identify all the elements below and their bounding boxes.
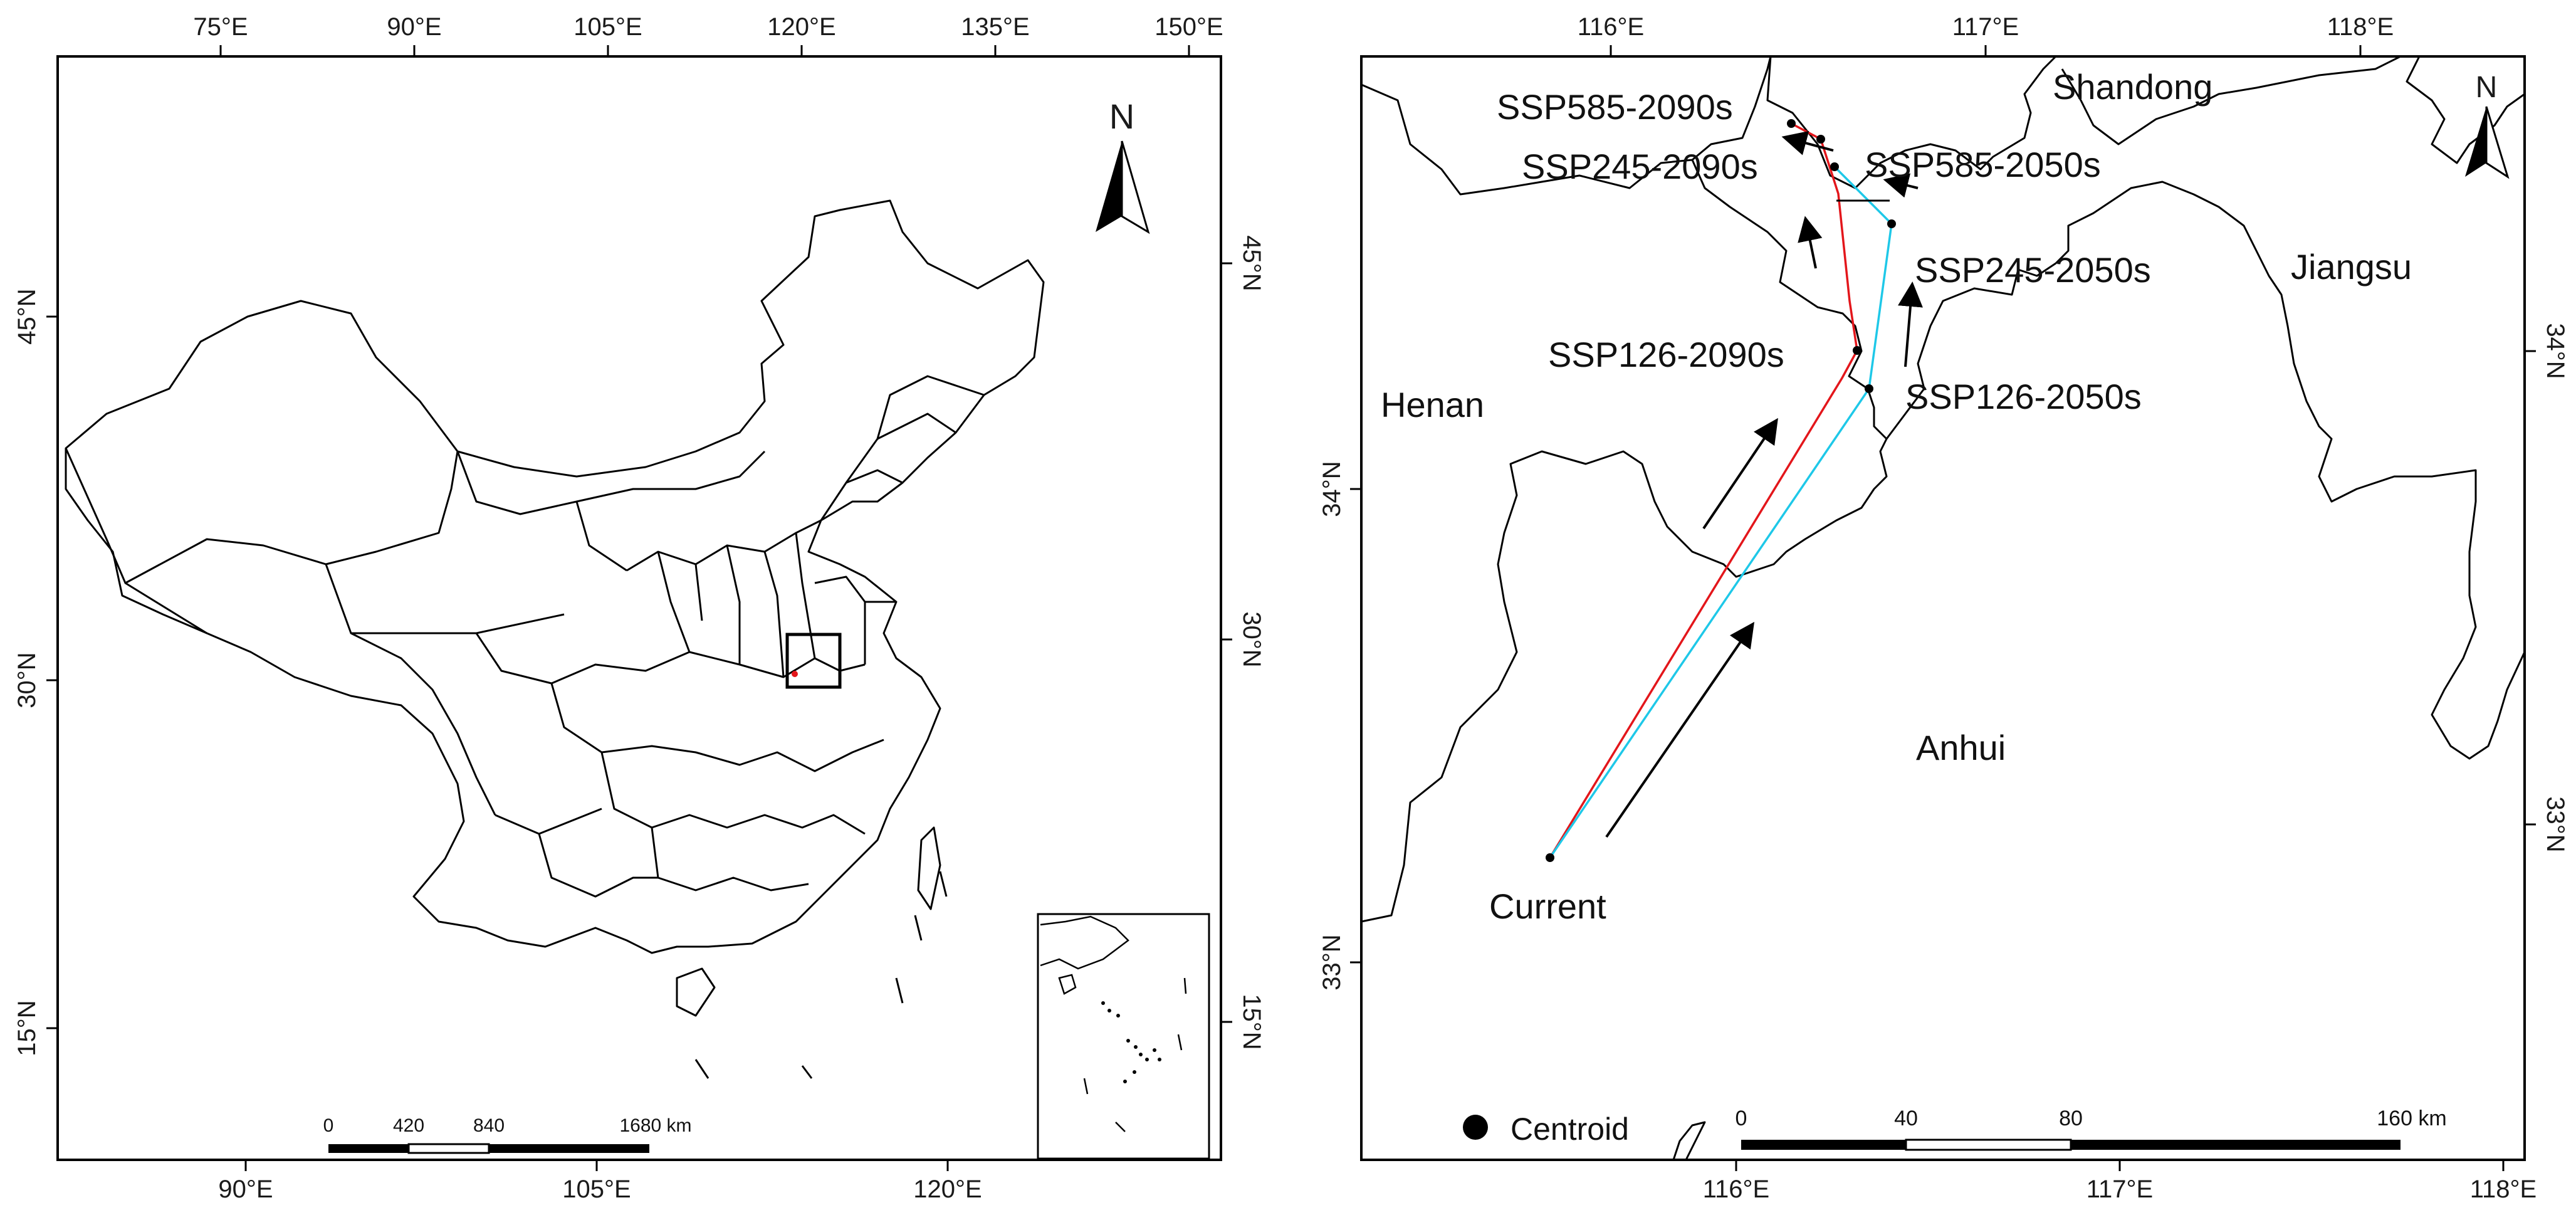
inner-mongolia-boundary [456, 450, 766, 572]
centroid-ssp245-2050s [1887, 219, 1896, 228]
north-arrow-icon: N [1096, 97, 1150, 234]
left-scale-tick-840: 840 [473, 1115, 505, 1136]
right-bottom-tick-117e: 117°E [2086, 1176, 2153, 1203]
arrow-to-ssp245-2050s [1898, 281, 1923, 367]
study-area-box [785, 633, 842, 689]
arrow-current-to-2050s [1605, 621, 1755, 838]
left-scale-bar: 0 420 840 1680 km [323, 1115, 692, 1154]
nine-dash-line [694, 871, 948, 1079]
arrow-to-ssp585-2090s [1781, 130, 1834, 155]
northern-province-boundaries [626, 519, 896, 678]
china-boundaries [65, 199, 1045, 1017]
centroid-ssp585-2050s [1830, 162, 1839, 171]
south-china-sea-inset [1037, 913, 1210, 1160]
study-area-marker [792, 671, 798, 677]
northeast-boundaries [820, 375, 985, 521]
right-right-tick-33n: 33°N [2542, 796, 2569, 852]
centroid-current [1546, 853, 1554, 862]
north-arrow-icon-right: N [2465, 71, 2510, 179]
right-scale-tick-40: 40 [1894, 1107, 1918, 1130]
right-top-tick-118e: 118°E [2327, 13, 2394, 41]
region-label-anhui: Anhui [1916, 728, 2006, 767]
xinjiang-boundary [65, 448, 459, 584]
left-top-tick-105e: 105°E [573, 13, 642, 41]
centroid-ssp585-2090s [1787, 119, 1796, 128]
legend-centroid-symbol [1463, 1115, 1488, 1140]
left-scale-tick-0: 0 [323, 1115, 334, 1136]
anhui-northern-boundary [1361, 159, 1888, 923]
left-right-tick-45n: 45°N [1238, 235, 1265, 291]
henan-shandong-boundary [1361, 56, 1772, 196]
left-bottom-tick-105e: 105°E [562, 1176, 631, 1203]
label-ssp126-2050s: SSP126-2050s [1905, 377, 2142, 416]
label-ssp126-2090s: SSP126-2090s [1548, 335, 1784, 374]
left-top-tick-135e: 135°E [961, 13, 1029, 41]
left-right-tick-30n: 30°N [1238, 611, 1265, 667]
label-ssp585-2050s: SSP585-2050s [1865, 145, 2101, 184]
arrow-to-2090s [1702, 418, 1778, 530]
label-ssp245-2090s: SSP245-2090s [1522, 147, 1758, 186]
direction-arrows [1605, 130, 1923, 838]
north-label: N [1109, 97, 1134, 136]
left-scale-tick-1680: 1680 km [619, 1115, 691, 1136]
right-scale-tick-80: 80 [2059, 1107, 2083, 1130]
centroid-ssp126-2090s [1853, 346, 1861, 355]
arrow-to-ssp245-2090s [1798, 216, 1823, 269]
right-bottom-tick-116e: 116°E [1703, 1176, 1769, 1203]
left-side-tick-45n: 45°N [13, 288, 41, 344]
right-tick-marks [1350, 45, 2536, 1171]
left-side-tick-15n: 15°N [13, 1000, 41, 1056]
left-top-tick-120e: 120°E [767, 13, 835, 41]
left-map-panel: 75°E 90°E 105°E 120°E 135°E 150°E 90°E 1… [13, 13, 1265, 1203]
right-side-tick-34n: 34°N [1318, 461, 1346, 517]
label-current: Current [1489, 886, 1606, 926]
right-scale-bar: 0 40 80 160 km [1736, 1107, 2447, 1151]
right-map-panel: 116°E 117°E 118°E 116°E 117°E 118°E 34°N… [1318, 13, 2569, 1203]
right-scale-tick-0: 0 [1736, 1107, 1747, 1130]
left-top-tick-150e: 150°E [1154, 13, 1223, 41]
right-top-tick-117e: 117°E [1952, 13, 2019, 41]
jiangsu-boundary [1885, 181, 2526, 760]
right-top-tick-116e: 116°E [1578, 13, 1644, 41]
region-label-jiangsu: Jiangsu [2291, 247, 2412, 287]
hainan [676, 967, 716, 1017]
southern-coast-boundary [1672, 1121, 1706, 1160]
left-bottom-tick-120e: 120°E [913, 1176, 982, 1203]
path-2050s-cyan [1549, 166, 1893, 858]
legend-centroid-label: Centroid [1511, 1112, 1629, 1147]
region-label-shandong: Shandong [2053, 67, 2212, 107]
left-scale-tick-420: 420 [393, 1115, 424, 1136]
centroid-ssp126-2050s [1865, 384, 1873, 393]
left-right-tick-15n: 15°N [1238, 994, 1265, 1049]
arrow-to-ssp585-2050s [1883, 173, 1919, 198]
left-bottom-tick-90e: 90°E [218, 1176, 273, 1203]
taiwan [917, 826, 941, 910]
right-bottom-tick-118e: 118°E [2470, 1176, 2537, 1203]
centroid-points [1546, 119, 1896, 862]
china-outline [65, 199, 1045, 954]
legend: Centroid [1463, 1112, 1629, 1147]
right-side-tick-33n: 33°N [1318, 934, 1346, 990]
north-label-right: N [2476, 71, 2498, 104]
left-tick-marks [46, 45, 1232, 1171]
left-top-tick-90e: 90°E [387, 13, 441, 41]
left-top-tick-75e: 75°E [193, 13, 248, 41]
label-ssp585-2090s: SSP585-2090s [1497, 87, 1733, 127]
left-side-tick-30n: 30°N [13, 652, 41, 708]
centroid-ssp245-2090s [1816, 135, 1825, 144]
left-map-frame [56, 55, 1222, 1161]
region-label-henan: Henan [1381, 385, 1484, 424]
label-ssp245-2050s: SSP245-2050s [1915, 250, 2151, 290]
right-map-frame [1360, 55, 2526, 1161]
right-scale-tick-160: 160 km [2377, 1107, 2447, 1130]
right-right-tick-34n: 34°N [2542, 323, 2569, 379]
province-boundaries [1361, 55, 2526, 1160]
